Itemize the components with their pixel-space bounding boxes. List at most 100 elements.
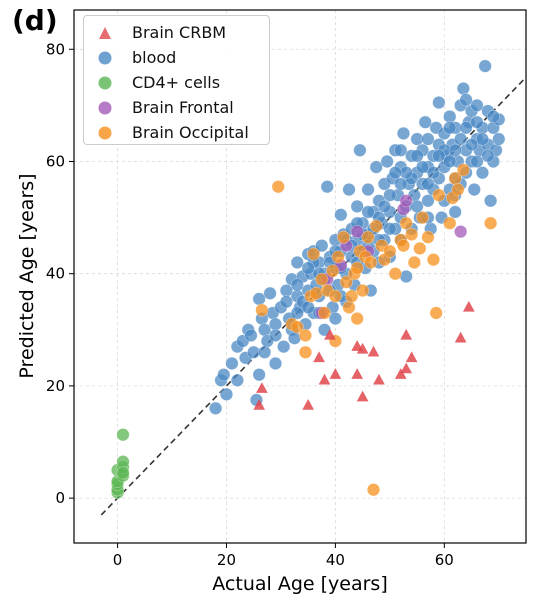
- point-brain-occipital: [317, 306, 332, 320]
- x-tick-label: 0: [113, 551, 123, 569]
- circle-marker-icon: [98, 76, 112, 89]
- point-blood: [290, 278, 304, 292]
- point-brain-occipital: [342, 300, 356, 314]
- point-blood: [421, 194, 435, 208]
- point-brain-crbm: [351, 368, 364, 379]
- point-blood: [252, 292, 266, 306]
- point-cd4-cells: [116, 466, 130, 480]
- y-axis-label: Predicted Age [years]: [16, 173, 38, 378]
- point-blood: [456, 81, 470, 96]
- point-blood: [484, 194, 498, 208]
- point-brain-crbm: [313, 351, 325, 363]
- point-blood: [244, 328, 258, 342]
- point-blood: [467, 182, 481, 197]
- legend-swatch-cd4: [98, 76, 112, 89]
- point-brain-occipital: [429, 306, 443, 320]
- legend-swatch-brain-occipital: [98, 126, 112, 139]
- legend-label-blood: blood: [132, 48, 177, 67]
- point-brain-occipital: [331, 250, 345, 264]
- point-brain-crbm: [256, 382, 268, 393]
- point-blood: [443, 154, 457, 169]
- point-blood: [350, 199, 364, 213]
- point-brain-occipital: [350, 312, 364, 326]
- y-tick-label: 60: [46, 152, 65, 170]
- point-blood: [290, 306, 304, 320]
- point-brain-occipital: [415, 211, 430, 225]
- point-blood: [263, 286, 277, 300]
- point-brain-crbm: [356, 342, 369, 354]
- point-blood: [421, 177, 435, 191]
- point-brain-crbm: [302, 399, 315, 410]
- legend-swatch-brain-crbm: [99, 26, 111, 39]
- legend-item-brain-crbm: Brain CRBM: [94, 20, 269, 45]
- point-blood: [448, 205, 462, 219]
- point-blood: [396, 126, 411, 140]
- point-blood: [258, 345, 272, 359]
- point-blood: [448, 143, 462, 157]
- point-brain-occipital: [345, 289, 359, 303]
- point-brain-crbm: [367, 345, 380, 357]
- point-blood: [361, 182, 375, 197]
- y-tick-label: 40: [46, 265, 65, 283]
- point-brain-frontal: [454, 225, 468, 239]
- point-blood: [288, 331, 302, 345]
- legend-label-brain-crbm: Brain CRBM: [132, 23, 227, 42]
- point-brain-frontal: [399, 194, 413, 208]
- point-brain-occipital: [315, 272, 329, 286]
- point-brain-occipital: [388, 267, 402, 281]
- point-blood: [443, 110, 457, 124]
- point-blood: [492, 132, 506, 146]
- point-brain-crbm: [400, 362, 413, 374]
- point-brain-occipital: [396, 239, 411, 253]
- legend-label-cd4: CD4+ cells: [132, 73, 221, 92]
- point-brain-occipital: [271, 180, 285, 194]
- x-tick-label: 60: [435, 551, 454, 569]
- point-blood: [268, 328, 283, 342]
- point-blood: [209, 401, 223, 415]
- point-blood: [383, 222, 397, 236]
- circle-marker-icon: [98, 126, 112, 139]
- point-brain-occipital: [407, 255, 421, 270]
- legend-item-brain-frontal: Brain Frontal: [94, 95, 269, 120]
- legend-label-brain-occipital: Brain Occipital: [132, 123, 249, 142]
- x-tick-label: 20: [217, 551, 236, 569]
- point-brain-occipital: [432, 188, 446, 202]
- circle-marker-icon: [98, 51, 112, 64]
- point-blood: [320, 180, 334, 194]
- point-blood: [394, 177, 408, 191]
- x-axis-label: Actual Age [years]: [212, 573, 387, 595]
- point-brain-crbm: [462, 300, 475, 312]
- point-blood: [415, 160, 430, 174]
- point-brain-crbm: [394, 368, 407, 379]
- point-brain-frontal: [350, 225, 364, 239]
- point-blood: [443, 121, 457, 135]
- point-blood: [361, 205, 375, 219]
- point-blood: [459, 121, 473, 135]
- point-blood: [279, 283, 293, 298]
- point-blood: [475, 166, 489, 180]
- point-blood: [258, 323, 272, 337]
- point-blood: [268, 356, 283, 371]
- point-blood: [464, 138, 479, 152]
- point-brain-crbm: [356, 390, 369, 402]
- point-blood: [459, 93, 473, 107]
- point-brain-crbm: [329, 368, 342, 379]
- x-axis-ticks: 0 20 40 60: [113, 543, 454, 569]
- legend-swatch-brain-frontal: [98, 101, 112, 114]
- point-blood: [383, 188, 397, 202]
- point-blood: [399, 269, 413, 284]
- point-blood: [470, 154, 484, 169]
- point-brain-occipital: [456, 163, 470, 177]
- data-points: [111, 59, 506, 500]
- point-brain-occipital: [443, 216, 457, 230]
- legend-label-brain-frontal: Brain Frontal: [132, 98, 234, 117]
- point-blood: [290, 255, 304, 270]
- point-blood: [217, 368, 231, 382]
- point-blood: [432, 96, 446, 110]
- point-brain-occipital: [337, 230, 351, 244]
- point-brain-crbm: [318, 373, 331, 385]
- point-blood: [328, 312, 342, 326]
- point-blood: [470, 115, 484, 129]
- point-brain-crbm: [400, 328, 413, 340]
